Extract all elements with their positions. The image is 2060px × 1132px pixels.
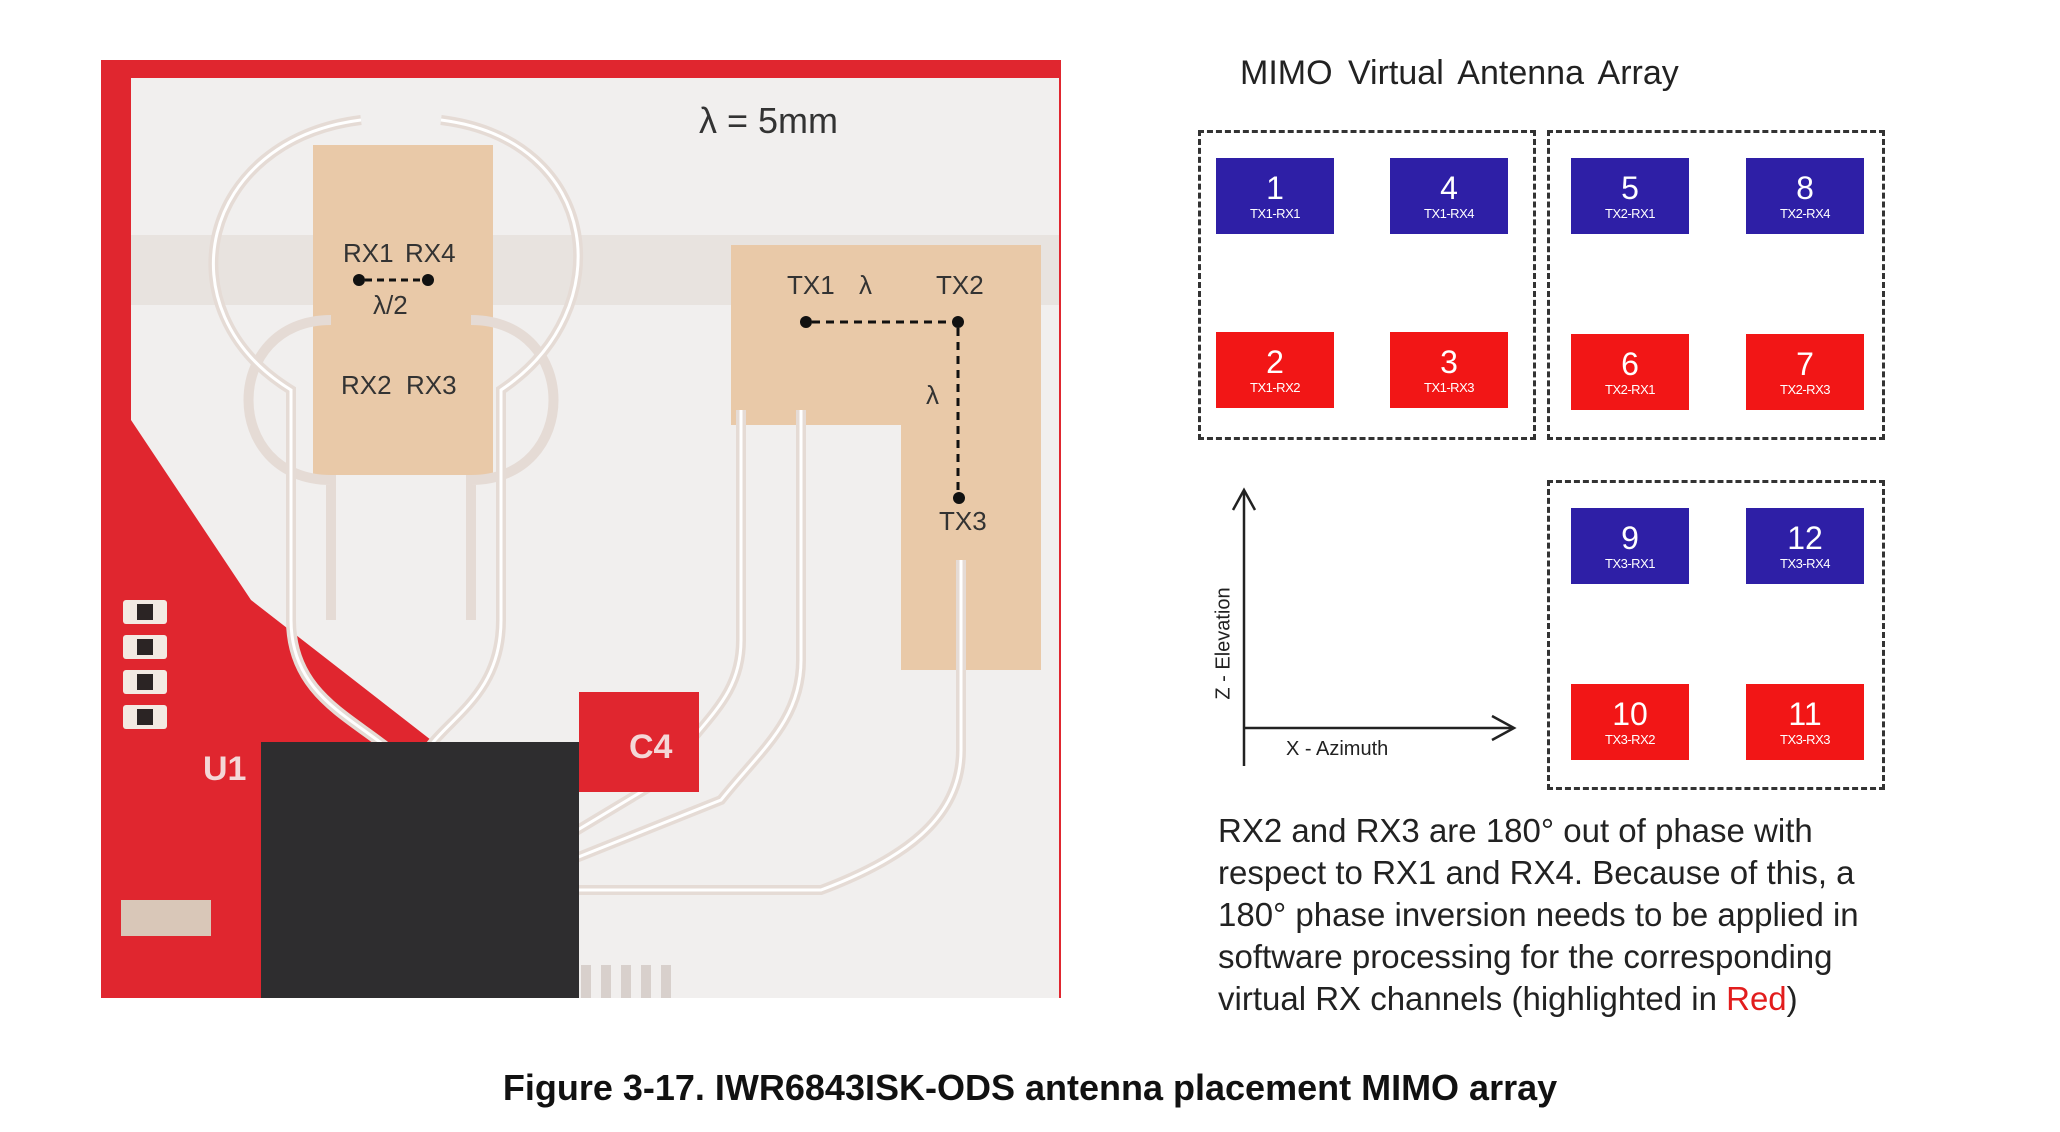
tx1-group-box [1198, 130, 1536, 440]
phase-note-highlight: Red [1726, 980, 1787, 1017]
phase-note: RX2 and RX3 are 180° out of phase with r… [1218, 810, 1918, 1020]
virtual-antenna-8: 8 TX2-RX4 [1746, 158, 1864, 234]
rx-spacing-label: λ/2 [373, 290, 408, 320]
virtual-antenna-2: 2 TX1-RX2 [1216, 332, 1334, 408]
pcb-board-illustration [101, 60, 1061, 998]
virtual-antenna-number: 7 [1796, 346, 1814, 382]
axes-diagram: Z - Elevation X - Azimuth [1196, 480, 1526, 770]
u1-silkscreen: U1 [203, 750, 247, 788]
virtual-antenna-number: 1 [1266, 170, 1284, 206]
virtual-antenna-pair: TX2-RX1 [1605, 206, 1655, 221]
rx4-label: RX4 [405, 238, 456, 268]
virtual-antenna-3: 3 TX1-RX3 [1390, 332, 1508, 408]
z-elevation-label: Z - Elevation [1212, 587, 1235, 700]
rx1-label: RX1 [343, 238, 394, 268]
virtual-antenna-pair: TX2-RX3 [1780, 382, 1830, 397]
phase-note-end: ) [1786, 980, 1798, 1017]
virtual-antenna-pair: TX1-RX3 [1424, 380, 1474, 395]
virtual-antenna-pair: TX1-RX2 [1250, 380, 1300, 395]
virtual-antenna-number: 12 [1787, 520, 1823, 556]
phase-note-text: RX2 and RX3 are 180° out of phase with r… [1218, 812, 1859, 1017]
tx2-label: TX2 [936, 270, 984, 300]
axes-arrows [1231, 487, 1517, 766]
virtual-antenna-number: 2 [1266, 344, 1284, 380]
virtual-antenna-pair: TX1-RX1 [1250, 206, 1300, 221]
tx2-group-box [1547, 130, 1885, 440]
virtual-antenna-11: 11 TX3-RX3 [1746, 684, 1864, 760]
virtual-antenna-pair: TX1-RX4 [1424, 206, 1474, 221]
virtual-antenna-pair: TX3-RX1 [1605, 556, 1655, 571]
virtual-antenna-number: 8 [1796, 170, 1814, 206]
pcb-antenna-photo: λ = 5mm RX1 RX4 λ/2 RX2 RX3 TX1 λ TX2 λ … [101, 60, 1061, 998]
x-azimuth-label: X - Azimuth [1286, 738, 1389, 760]
mimo-array-title: MIMO Virtual Antenna Array [1240, 54, 1679, 92]
virtual-antenna-number: 11 [1788, 696, 1822, 732]
virtual-antenna-pair: TX3-RX3 [1780, 732, 1830, 747]
virtual-antenna-number: 3 [1440, 344, 1458, 380]
tx-vertical-spacing-label: λ [926, 380, 939, 410]
tx-horizontal-spacing-label: λ [859, 270, 872, 300]
wavelength-label: λ = 5mm [699, 100, 839, 141]
virtual-antenna-number: 5 [1621, 170, 1639, 206]
virtual-antenna-6: 6 TX2-RX1 [1571, 334, 1689, 410]
virtual-antenna-4: 4 TX1-RX4 [1390, 158, 1508, 234]
virtual-antenna-pair: TX2-RX1 [1605, 382, 1655, 397]
virtual-antenna-number: 9 [1621, 520, 1639, 556]
virtual-antenna-number: 10 [1612, 696, 1648, 732]
virtual-antenna-9: 9 TX3-RX1 [1571, 508, 1689, 584]
virtual-antenna-pair: TX2-RX4 [1780, 206, 1830, 221]
virtual-antenna-number: 4 [1440, 170, 1458, 206]
virtual-antenna-number: 6 [1621, 346, 1639, 382]
virtual-antenna-7: 7 TX2-RX3 [1746, 334, 1864, 410]
figure-caption: Figure 3-17. IWR6843ISK-ODS antenna plac… [502, 1067, 1558, 1108]
rx3-label: RX3 [406, 370, 457, 400]
virtual-antenna-12: 12 TX3-RX4 [1746, 508, 1864, 584]
virtual-antenna-5: 5 TX2-RX1 [1571, 158, 1689, 234]
virtual-antenna-pair: TX3-RX4 [1780, 556, 1830, 571]
virtual-antenna-1: 1 TX1-RX1 [1216, 158, 1334, 234]
c4-silkscreen: C4 [629, 728, 673, 766]
tx3-group-box [1547, 480, 1885, 790]
tx3-label: TX3 [939, 506, 987, 536]
virtual-antenna-pair: TX3-RX2 [1605, 732, 1655, 747]
rx2-label: RX2 [341, 370, 392, 400]
virtual-antenna-10: 10 TX3-RX2 [1571, 684, 1689, 760]
tx1-label: TX1 [787, 270, 835, 300]
